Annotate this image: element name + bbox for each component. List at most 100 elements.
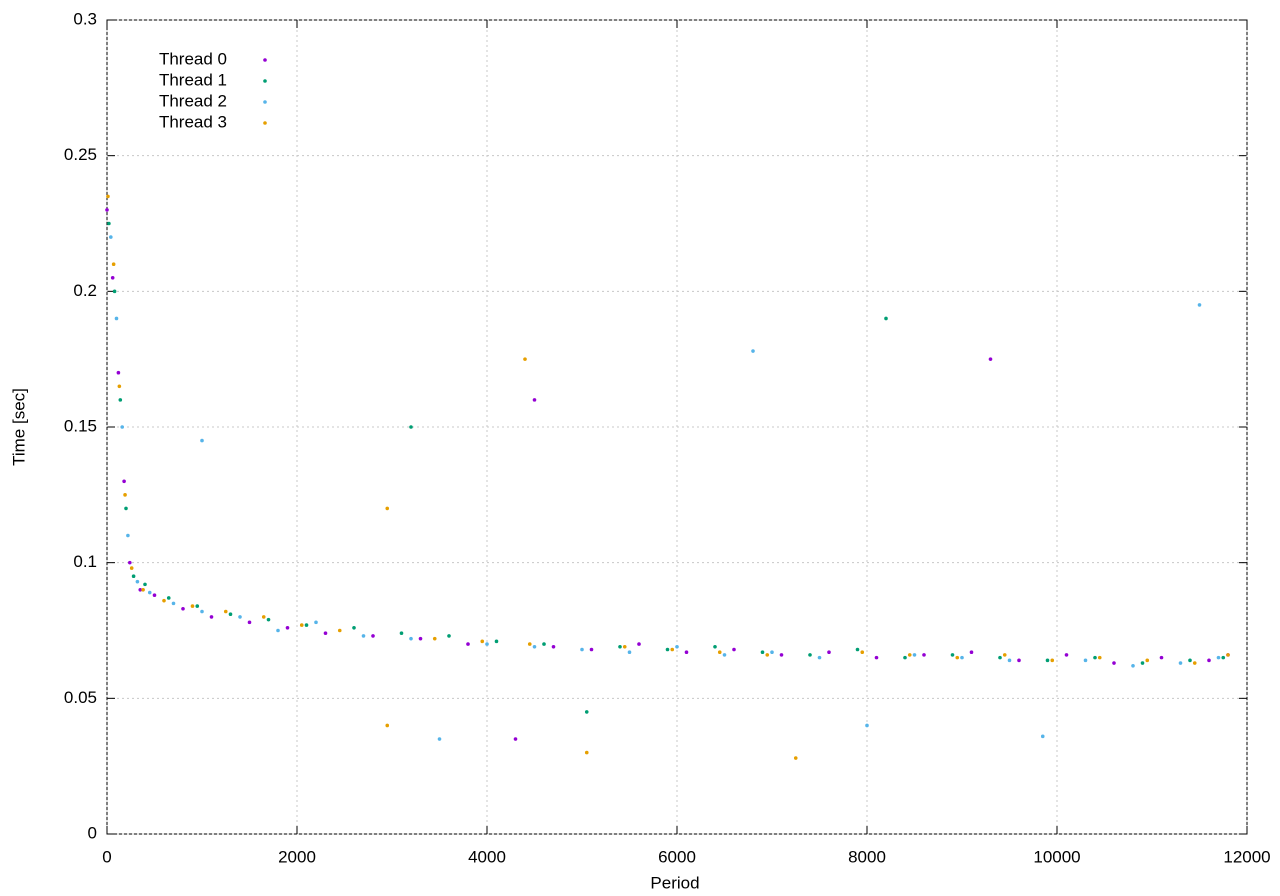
point bbox=[266, 617, 271, 622]
point bbox=[874, 655, 879, 660]
point bbox=[793, 756, 798, 760]
point bbox=[988, 357, 993, 361]
point bbox=[950, 653, 955, 657]
point bbox=[209, 615, 214, 619]
point bbox=[817, 655, 822, 660]
point bbox=[1017, 658, 1021, 663]
point bbox=[447, 634, 451, 638]
point bbox=[770, 650, 774, 655]
point bbox=[584, 710, 589, 714]
point bbox=[542, 642, 546, 646]
point bbox=[884, 316, 888, 321]
point bbox=[1226, 653, 1230, 657]
y-tick-label: 0.1 bbox=[73, 552, 97, 571]
point bbox=[1178, 661, 1183, 665]
point bbox=[112, 289, 117, 294]
point bbox=[1064, 653, 1069, 657]
point bbox=[122, 479, 126, 484]
point bbox=[1188, 658, 1192, 663]
point bbox=[618, 644, 622, 649]
point bbox=[352, 625, 356, 630]
point bbox=[238, 615, 242, 619]
point bbox=[1145, 658, 1150, 663]
point bbox=[114, 316, 119, 321]
point bbox=[152, 593, 157, 598]
legend-marker bbox=[263, 79, 267, 83]
y-tick-label: 0.15 bbox=[64, 416, 97, 435]
point bbox=[722, 653, 727, 657]
point bbox=[765, 653, 770, 657]
point bbox=[304, 623, 309, 627]
legend-marker bbox=[263, 121, 267, 125]
x-axis-label: Period bbox=[650, 873, 699, 892]
point bbox=[1112, 661, 1116, 665]
point bbox=[276, 628, 280, 633]
point bbox=[1045, 658, 1050, 663]
point bbox=[1007, 658, 1012, 663]
point bbox=[285, 625, 290, 630]
point bbox=[337, 628, 342, 633]
point bbox=[190, 604, 195, 608]
point bbox=[751, 349, 755, 353]
x-tick-label: 6000 bbox=[658, 847, 696, 866]
legend-marker bbox=[263, 58, 267, 62]
point bbox=[1097, 655, 1102, 660]
point bbox=[120, 425, 124, 429]
point bbox=[129, 566, 134, 570]
point bbox=[1159, 655, 1164, 660]
point bbox=[323, 631, 328, 636]
point bbox=[138, 588, 143, 592]
point bbox=[124, 506, 128, 511]
point bbox=[314, 620, 318, 625]
point bbox=[922, 653, 926, 657]
point bbox=[589, 647, 594, 652]
point bbox=[105, 208, 109, 212]
point bbox=[116, 370, 121, 375]
point bbox=[732, 647, 736, 652]
point bbox=[385, 506, 390, 511]
point bbox=[123, 493, 127, 497]
point bbox=[107, 221, 111, 226]
point bbox=[247, 620, 252, 625]
point bbox=[200, 438, 204, 443]
point bbox=[665, 647, 670, 652]
point bbox=[399, 631, 404, 636]
point bbox=[627, 650, 632, 655]
point bbox=[480, 639, 485, 644]
x-tick-label: 2000 bbox=[278, 847, 316, 866]
point bbox=[779, 653, 784, 657]
point bbox=[494, 639, 499, 644]
legend-label: Thread 3 bbox=[159, 112, 227, 131]
point bbox=[808, 653, 812, 657]
x-tick-label: 4000 bbox=[468, 847, 506, 866]
point bbox=[860, 650, 865, 655]
x-tick-label: 10000 bbox=[1033, 847, 1080, 866]
point bbox=[117, 384, 122, 389]
legend-label: Thread 0 bbox=[159, 49, 227, 68]
point bbox=[223, 609, 228, 614]
point bbox=[675, 644, 679, 649]
point bbox=[584, 750, 589, 755]
y-tick-label: 0.25 bbox=[64, 145, 97, 164]
point bbox=[143, 582, 147, 587]
x-tick-label: 12000 bbox=[1223, 847, 1270, 866]
point bbox=[485, 642, 489, 646]
y-tick-label: 0.2 bbox=[73, 281, 97, 300]
point bbox=[166, 596, 171, 600]
point bbox=[827, 650, 831, 655]
point bbox=[118, 398, 123, 402]
point bbox=[200, 609, 204, 614]
point bbox=[637, 642, 641, 646]
point bbox=[171, 601, 176, 606]
point bbox=[855, 647, 860, 652]
point bbox=[1040, 734, 1045, 739]
point bbox=[1221, 655, 1226, 660]
point bbox=[1192, 661, 1197, 665]
point bbox=[195, 604, 200, 608]
point bbox=[409, 425, 413, 429]
point bbox=[106, 194, 110, 199]
point bbox=[960, 655, 964, 660]
point bbox=[969, 650, 974, 655]
point bbox=[432, 636, 437, 641]
